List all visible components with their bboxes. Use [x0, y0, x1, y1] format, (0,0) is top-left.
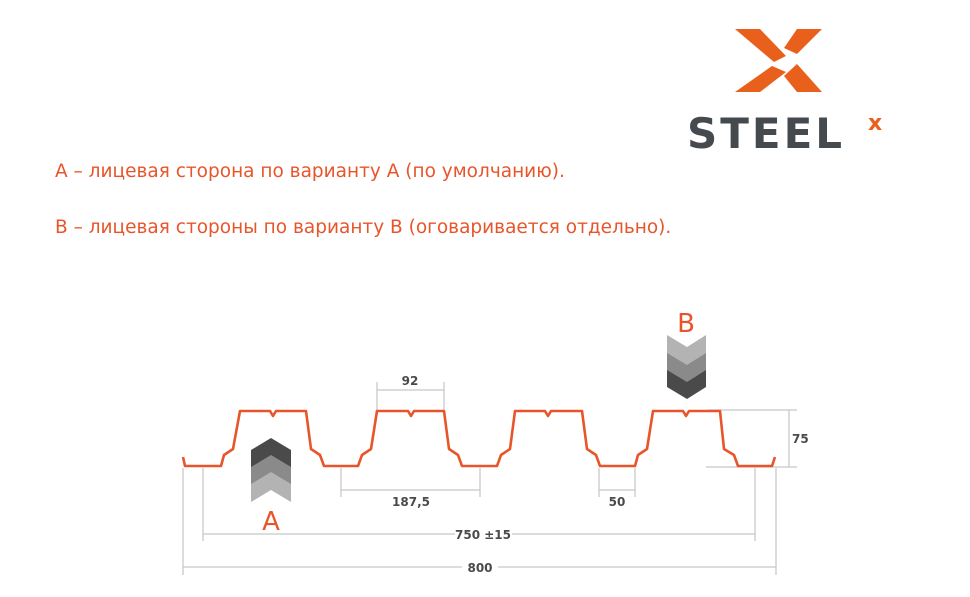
- logo-superscript: x: [868, 111, 882, 136]
- side-a-arrow-icon: [251, 438, 291, 502]
- dim-working-width: 750 ±15: [455, 528, 511, 542]
- steelx-logo: STEEL x: [687, 29, 882, 158]
- side-a-label: A: [262, 507, 280, 537]
- dim-bottom-width: 50: [609, 495, 626, 509]
- caption-side-b: B – лицевая стороны по варианту B (огова…: [55, 217, 672, 238]
- sheet-profile: [181, 409, 777, 468]
- dim-pitch: 187,5: [392, 495, 430, 509]
- dim-height: 75: [792, 432, 809, 446]
- caption-side-a: A – лицевая сторона по варианту A (по ум…: [55, 161, 565, 182]
- logo-text: STEEL: [687, 109, 845, 158]
- dim-total-width: 800: [467, 561, 492, 575]
- dim-top-width: 92: [402, 374, 419, 388]
- side-b-arrow-icon: [667, 335, 706, 399]
- logo-x-mark-icon: [735, 29, 822, 92]
- side-b-label: B: [677, 309, 695, 339]
